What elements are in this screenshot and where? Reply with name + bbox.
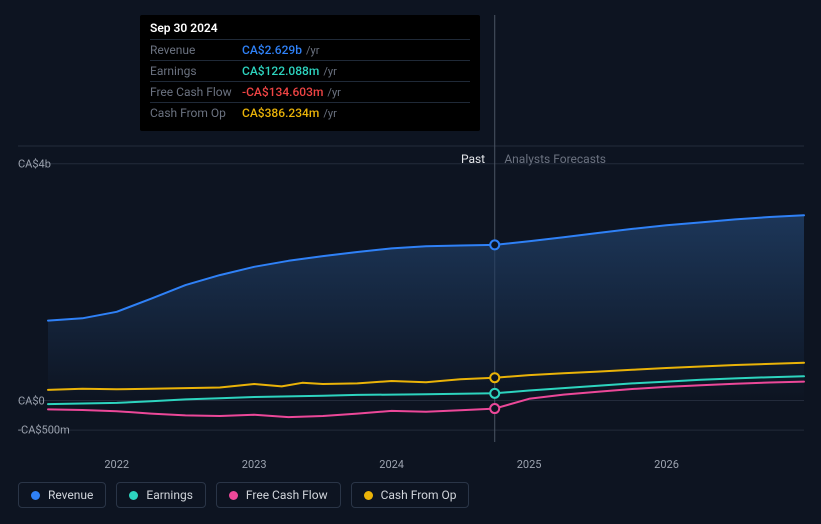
x-axis-label: 2024: [379, 458, 404, 471]
earnings-chart: Sep 30 2024 RevenueCA$2.629b/yrEarningsC…: [0, 0, 821, 524]
legend-label: Revenue: [48, 488, 93, 502]
tooltip-row-value: CA$2.629b: [242, 43, 302, 57]
tooltip-row-label: Revenue: [150, 43, 242, 57]
legend-dot-icon: [31, 491, 40, 500]
legend-label: Cash From Op: [381, 488, 457, 502]
tooltip-row-value: CA$122.088m: [242, 64, 319, 78]
forecast-label: Analysts Forecasts: [504, 152, 606, 166]
x-axis-label: 2026: [654, 458, 679, 471]
y-axis-label: CA$4b: [18, 157, 51, 170]
hover-marker-revenue: [490, 240, 499, 249]
legend-item-free_cash_flow[interactable]: Free Cash Flow: [216, 482, 341, 508]
tooltip-row: Cash From OpCA$386.234m/yr: [150, 102, 470, 123]
legend-item-cash_from_op[interactable]: Cash From Op: [351, 482, 470, 508]
tooltip-row: EarningsCA$122.088m/yr: [150, 60, 470, 81]
legend-dot-icon: [129, 491, 138, 500]
x-axis-label: 2023: [242, 458, 267, 471]
tooltip-row: Free Cash Flow-CA$134.603m/yr: [150, 81, 470, 102]
legend-label: Earnings: [146, 488, 193, 502]
chart-legend: Revenue Earnings Free Cash Flow Cash From O…: [18, 482, 469, 508]
y-axis-label: CA$0: [18, 394, 45, 407]
hover-marker-free_cash_flow: [490, 404, 499, 413]
tooltip-row-label: Free Cash Flow: [150, 85, 242, 99]
chart-tooltip: Sep 30 2024 RevenueCA$2.629b/yrEarningsC…: [140, 15, 480, 131]
tooltip-row-label: Earnings: [150, 64, 242, 78]
tooltip-row-unit: /yr: [323, 107, 336, 120]
hover-marker-cash_from_op: [490, 373, 499, 382]
tooltip-date: Sep 30 2024: [150, 21, 470, 39]
tooltip-row-value: -CA$134.603m: [242, 85, 323, 99]
tooltip-row-unit: /yr: [323, 65, 336, 78]
y-axis-label: -CA$500m: [18, 424, 70, 437]
legend-item-earnings[interactable]: Earnings: [116, 482, 206, 508]
past-label: Past: [461, 152, 485, 166]
legend-item-revenue[interactable]: Revenue: [18, 482, 106, 508]
hover-marker-earnings: [490, 389, 499, 398]
tooltip-row-label: Cash From Op: [150, 106, 242, 120]
tooltip-row: RevenueCA$2.629b/yr: [150, 39, 470, 60]
legend-label: Free Cash Flow: [246, 488, 328, 502]
tooltip-row-unit: /yr: [306, 44, 319, 57]
x-axis-label: 2022: [104, 458, 129, 471]
legend-dot-icon: [229, 491, 238, 500]
x-axis-label: 2025: [517, 458, 542, 471]
tooltip-row-unit: /yr: [327, 86, 340, 99]
tooltip-row-value: CA$386.234m: [242, 106, 319, 120]
legend-dot-icon: [364, 491, 373, 500]
